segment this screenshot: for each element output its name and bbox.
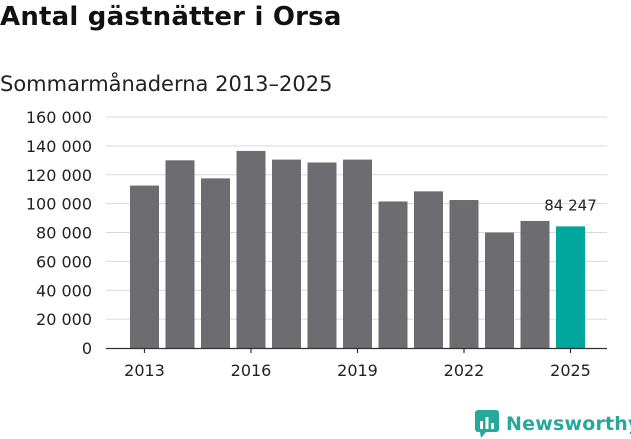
- y-axis-ticks: 0 20 000 40 000 60 000 80 000 100 000 120 000 1…: [26, 108, 92, 358]
- bars: [130, 150, 585, 348]
- bar-2022: [449, 200, 479, 348]
- chart-subtitle: Sommarmånaderna 2013–2025: [0, 72, 333, 96]
- x-axis: 2013 2016 2019 2022 2025: [106, 347, 607, 380]
- y-tick-label: 80 000: [36, 224, 92, 243]
- x-tick-label: 2025: [550, 361, 591, 380]
- bar-2024: [520, 220, 550, 348]
- x-tick-label: 2019: [337, 361, 378, 380]
- bar-2019: [343, 159, 372, 348]
- bar-2016: [236, 150, 266, 348]
- bar-2017: [272, 159, 301, 348]
- y-tick-label: 0: [82, 339, 92, 358]
- bar-chart: 0 20 000 40 000 60 000 80 000 100 000 120 000 1…: [26, 108, 607, 380]
- x-tick-label: 2016: [231, 361, 272, 380]
- brand-name: Newsworthy: [506, 413, 631, 435]
- y-tick-label: 120 000: [26, 166, 92, 185]
- bar-2023: [485, 232, 514, 348]
- bar-2014: [165, 160, 195, 348]
- newsworthy-logo-icon: [475, 410, 499, 438]
- y-tick-label: 160 000: [26, 108, 92, 127]
- bar-2025: [556, 226, 585, 348]
- bar-2021: [414, 191, 443, 348]
- data-label-2025: 84 247: [544, 196, 597, 214]
- bar-2013: [130, 185, 159, 348]
- chart-title: Antal gästnätter i Orsa: [0, 2, 342, 32]
- y-tick-label: 40 000: [36, 281, 92, 300]
- annotations: 84 247: [544, 196, 597, 214]
- y-tick-label: 140 000: [26, 137, 92, 156]
- x-tick-label: 2013: [124, 361, 165, 380]
- y-tick-label: 60 000: [36, 252, 92, 271]
- brand: Newsworthy: [475, 409, 631, 439]
- bar-2018: [307, 162, 337, 348]
- x-tick-label: 2022: [444, 361, 485, 380]
- bar-2020: [378, 201, 408, 348]
- bar-2015: [201, 178, 230, 348]
- y-tick-label: 100 000: [26, 195, 92, 214]
- y-tick-label: 20 000: [36, 310, 92, 329]
